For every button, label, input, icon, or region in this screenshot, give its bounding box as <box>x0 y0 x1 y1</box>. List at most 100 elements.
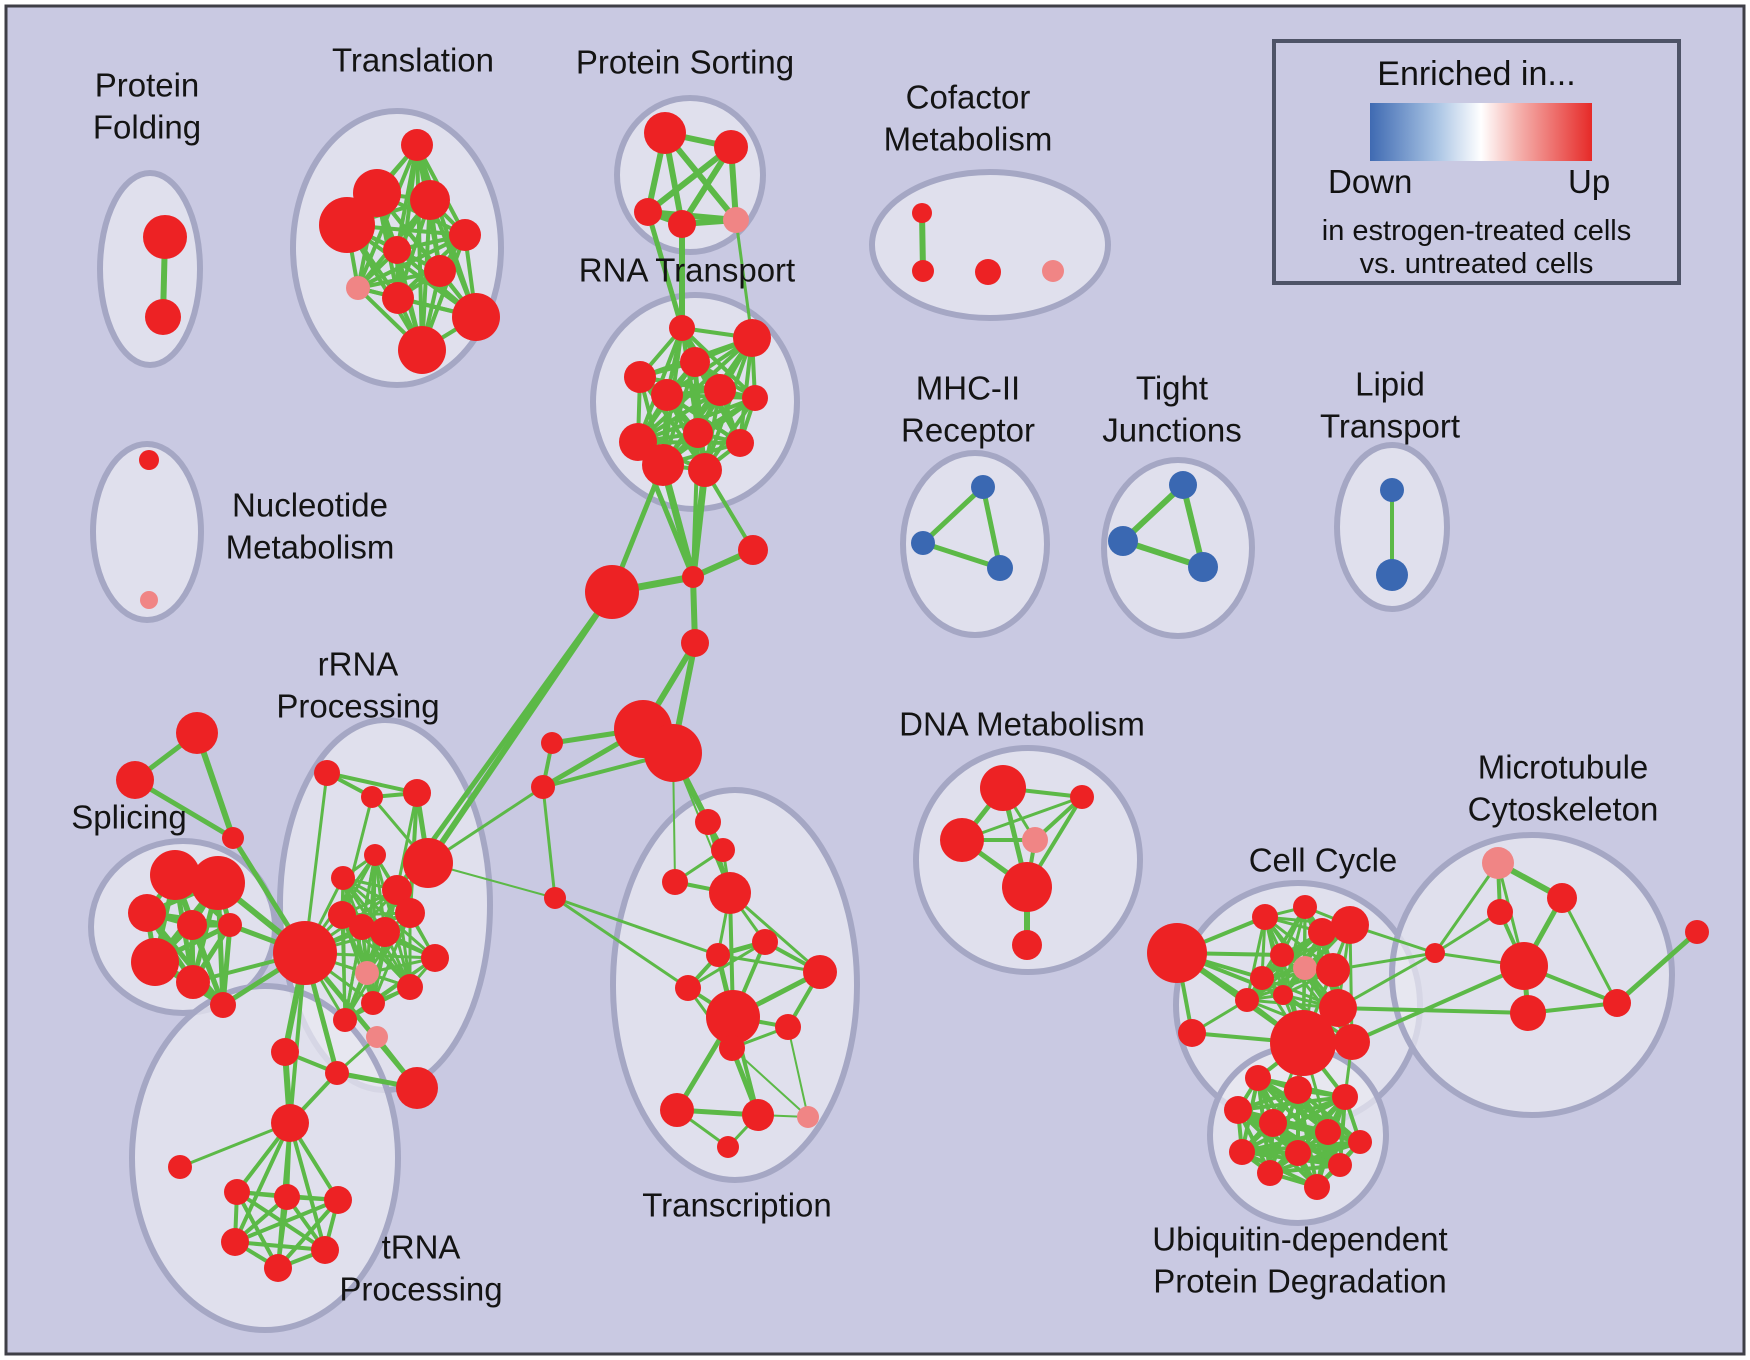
gene-set-node <box>191 856 245 910</box>
gene-set-node <box>1293 956 1317 980</box>
cluster-label-nucleotide-metabolism: Nucleotide <box>232 487 388 524</box>
cluster-label-dna-metabolism: DNA Metabolism <box>899 706 1145 743</box>
gene-set-node <box>222 827 244 849</box>
gene-set-node <box>1252 904 1278 930</box>
gene-set-node <box>585 565 639 619</box>
gene-set-node <box>717 1136 739 1158</box>
gene-set-node <box>752 929 778 955</box>
gene-set-node <box>1147 923 1207 983</box>
gene-set-node <box>1042 260 1064 282</box>
gene-set-node <box>1487 899 1513 925</box>
gene-set-node <box>314 760 340 786</box>
gene-set-node <box>128 894 166 932</box>
gene-set-node <box>221 1228 249 1256</box>
enrichment-edge <box>371 911 412 1005</box>
legend-down-label: Down <box>1328 163 1413 200</box>
gene-set-node <box>714 130 748 164</box>
enrichment-edge <box>220 922 233 1008</box>
gene-set-node <box>531 775 555 799</box>
enrichment-edge <box>1336 1006 1530 1015</box>
gene-set-node <box>1250 966 1274 990</box>
gene-set-node <box>143 215 187 259</box>
cluster-label-lipid-transport: Lipid <box>1355 366 1425 403</box>
gene-set-node <box>1259 1109 1287 1137</box>
enrichment-edge <box>288 1121 327 1252</box>
enrichment-edge <box>680 326 757 400</box>
gene-set-node <box>1229 1139 1255 1165</box>
enrichment-edge <box>734 218 754 340</box>
gene-set-node <box>975 259 1001 285</box>
gene-set-node <box>1332 1084 1358 1110</box>
gene-set-node <box>681 629 709 657</box>
gene-set-node <box>177 910 207 940</box>
gene-set-node <box>912 203 932 223</box>
gene-set-node <box>911 531 935 555</box>
gene-set-node <box>544 887 566 909</box>
gene-set-node <box>651 379 683 411</box>
gene-set-node <box>688 453 722 487</box>
gene-set-node <box>346 276 370 300</box>
enrichment-edge <box>1236 1095 1347 1112</box>
enrichment-edge <box>425 589 615 866</box>
enrichment-edge <box>553 896 690 990</box>
gene-set-node <box>711 838 735 862</box>
enrichment-edge <box>716 953 822 974</box>
cluster-label-cofactor-metabolism: Metabolism <box>884 121 1053 158</box>
gene-set-node <box>410 180 450 220</box>
gene-set-node <box>1510 995 1546 1031</box>
gene-set-node <box>742 385 768 411</box>
gene-set-node <box>709 872 751 914</box>
gene-set-node <box>176 712 218 754</box>
gene-set-node <box>1425 943 1445 963</box>
enrichment-edge <box>1614 929 1700 1006</box>
enrichment-edge <box>920 540 1003 571</box>
gene-set-node <box>325 1061 349 1085</box>
gene-set-node <box>1108 526 1138 556</box>
gene-set-node <box>1012 930 1042 960</box>
cluster-label-rna-transport: RNA Transport <box>579 252 795 289</box>
enrichment-edge <box>1348 923 1354 1044</box>
cluster-label-rrna-processing: Processing <box>276 688 439 725</box>
gene-set-node <box>273 921 337 985</box>
gene-set-node <box>145 299 181 335</box>
enrichment-edge <box>541 785 557 900</box>
cluster-label-cofactor-metabolism: Cofactor <box>906 79 1031 116</box>
gene-set-node <box>1547 883 1577 913</box>
gene-set-node <box>1224 1096 1252 1124</box>
gene-set-node <box>1315 1119 1341 1145</box>
gene-set-node <box>361 991 385 1015</box>
gene-set-node <box>683 418 713 448</box>
cluster-ellipse-protein-folding <box>97 170 203 368</box>
cluster-label-lipid-transport: Transport <box>1320 408 1460 445</box>
gene-set-node <box>1331 906 1369 944</box>
gene-set-node <box>311 1236 339 1264</box>
gene-set-node <box>150 850 200 900</box>
cluster-label-tight-junctions: Junctions <box>1102 412 1241 449</box>
gene-set-node <box>1285 1140 1311 1166</box>
cluster-label-nucleotide-metabolism: Metabolism <box>226 529 395 566</box>
gene-set-node <box>733 319 771 357</box>
gene-set-node <box>401 129 433 161</box>
legend-up-label: Up <box>1568 163 1611 200</box>
gene-set-node <box>349 914 375 940</box>
gene-set-node <box>1328 1153 1352 1177</box>
gene-set-node <box>274 1184 300 1210</box>
gene-set-node <box>1376 559 1408 591</box>
enrichment-edge <box>235 1190 280 1270</box>
gene-set-node <box>1334 1024 1370 1060</box>
gene-set-node <box>1284 1076 1312 1104</box>
enrichment-edge <box>703 336 754 472</box>
gene-set-node <box>1169 471 1197 499</box>
enrichment-edge <box>920 484 986 546</box>
enrichment-edge <box>233 1240 327 1252</box>
legend: Enriched in... Down Up in estrogen-treat… <box>1272 39 1681 285</box>
gene-set-node <box>662 869 688 895</box>
gene-set-node <box>1235 988 1259 1012</box>
enrichment-edge <box>553 896 720 957</box>
gene-set-node <box>644 112 686 154</box>
enrichment-edge <box>233 1121 292 1244</box>
gene-set-node <box>1319 989 1357 1027</box>
gene-set-node <box>424 255 456 287</box>
cluster-label-splicing: Splicing <box>71 799 187 836</box>
